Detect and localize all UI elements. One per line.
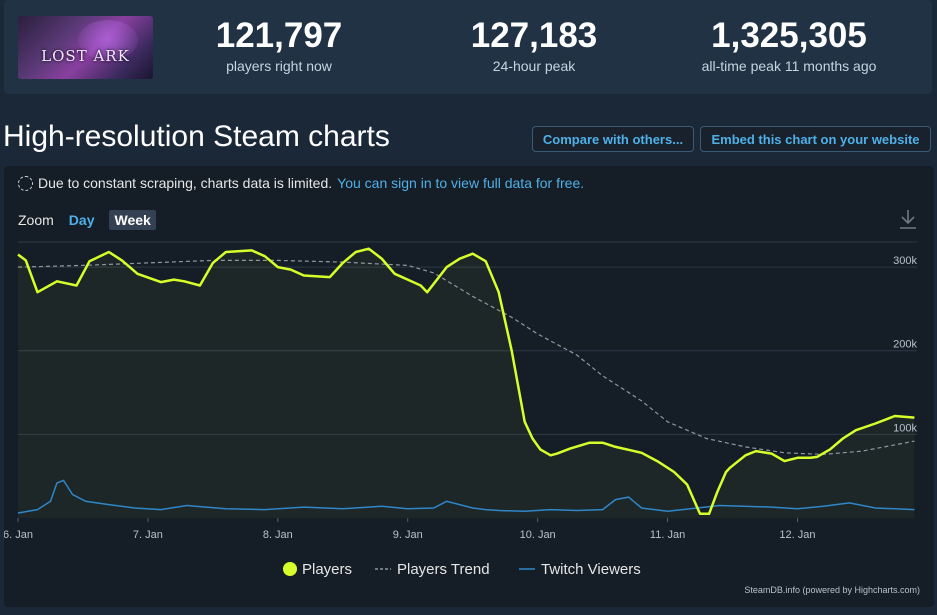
x-tick-label: 10. Jan [520,529,556,541]
players-chart: 100k 200k 300k 6. Jan 7. Jan 8. Jan 9. Jan 10. … [4,241,917,578]
players-line [17,247,915,516]
compare-button[interactable]: Compare with others... [532,126,694,152]
stat-label: players right now [226,58,332,74]
axis-ticks: 100k 200k 300k 6. Jan 7. Jan 8. Jan 9. Jan 10. … [4,255,917,541]
chart-panel: Due to constant scraping, charts data is… [4,166,934,607]
legend-players[interactable]: Players [283,561,352,578]
stat-value: 1,325,305 [711,16,867,55]
logo-glow [78,20,138,60]
legend-twitch-viewers[interactable]: Twitch Viewers [519,561,641,578]
series-lines [17,247,915,516]
x-tick-label: 6. Jan [4,529,33,541]
x-tick-label: 8. Jan [263,529,293,541]
legend-label: Players Trend [397,561,490,578]
y-tick-label: 300k [893,255,917,267]
y-tick-label: 100k [893,422,917,434]
x-tick-label: 11. Jan [650,529,685,541]
legend-label: Twitch Viewers [541,561,641,578]
y-tick-label: 200k [893,339,917,351]
stat-label: all-time peak 11 months ago [701,58,877,74]
x-tick-label: 7. Jan [133,529,163,541]
stat-value: 127,183 [470,16,598,55]
game-logo-image[interactable]: LOST ARK [18,16,153,79]
grid-lines [18,241,917,435]
game-logo-text: LOST ARK [41,47,130,65]
stat-all-time-peak: 1,325,305 all-time peak 11 months ago [674,16,904,74]
stats-bar: LOST ARK 121,797 players right now 127,1… [4,0,932,94]
sign-in-link[interactable]: You can sign in to view full data for fr… [337,175,585,191]
x-tick-label: 12. Jan [779,529,815,541]
x-tick-label: 9. Jan [393,529,423,541]
players-area-fill [18,248,915,518]
notice-text: Due to constant scraping, charts data is… [38,175,333,191]
legend-marker-icon [283,562,297,576]
legend-label: Players [302,561,352,578]
zoom-week-button[interactable]: Week [109,210,156,230]
stat-24h-peak: 127,183 24-hour peak [444,16,624,74]
twitch-viewers-line [17,479,915,514]
legend-players-trend[interactable]: Players Trend [375,561,490,578]
zoom-day-button[interactable]: Day [68,212,95,228]
stat-value: 121,797 [215,16,343,55]
players-area [18,248,915,518]
page-title: High-resolution Steam charts [3,120,390,153]
chart-credit: SteamDB.info (powered by Highcharts.com) [744,585,920,595]
embed-chart-button[interactable]: Embed this chart on your website [700,126,931,152]
zoom-label: Zoom [18,212,54,228]
stat-label: 24-hour peak [492,58,576,74]
chart-legend: Players Players Trend Twitch Viewers [283,561,641,578]
zoom-controls: Zoom Day Week [18,210,156,230]
stat-players-now: 121,797 players right now [189,16,369,74]
data-limit-notice: Due to constant scraping, charts data is… [18,175,584,191]
loading-spinner-icon [18,175,33,191]
download-icon[interactable] [898,208,918,230]
